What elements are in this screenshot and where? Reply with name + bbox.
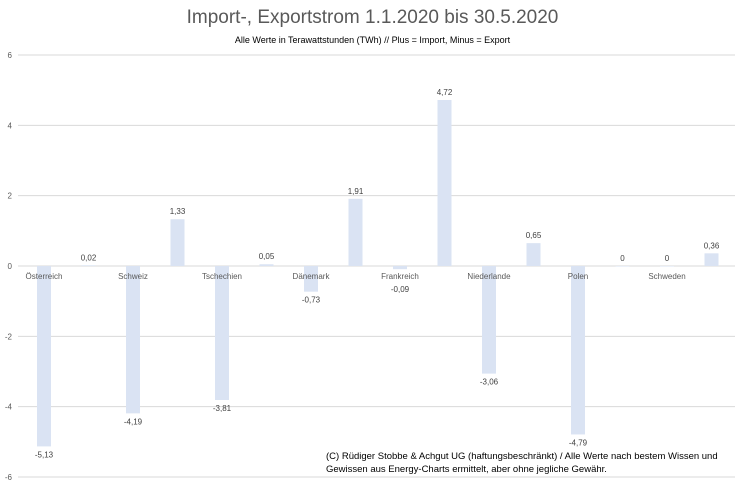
y-tick-label: -2 — [5, 332, 13, 341]
bar — [215, 266, 229, 400]
bar — [126, 266, 140, 414]
chart-title: Import-, Exportstrom 1.1.2020 bis 30.5.2… — [186, 7, 559, 28]
data-label: 0,65 — [526, 231, 542, 240]
bar — [348, 198, 363, 266]
data-label: -5,13 — [35, 450, 54, 459]
category-label: Tschechien — [202, 272, 242, 281]
bar — [526, 243, 541, 266]
bar — [170, 219, 185, 266]
y-tick-label: 4 — [8, 121, 13, 130]
data-label: 1,33 — [170, 207, 186, 216]
bar — [304, 266, 318, 292]
bar — [437, 100, 452, 266]
data-label: -0,73 — [302, 296, 321, 305]
data-label: -4,79 — [569, 438, 588, 447]
bar — [615, 266, 630, 267]
bar — [571, 266, 585, 435]
y-tick-label: 0 — [8, 262, 13, 271]
category-label: Dänemark — [293, 272, 331, 281]
data-label: 0,05 — [259, 252, 275, 261]
chart-subtitle: Alle Werte in Terawattstunden (TWh) // P… — [220, 35, 525, 45]
bar — [660, 266, 674, 267]
data-label: 4,72 — [437, 88, 453, 97]
copyright-note: (C) Rüdiger Stobbe & Achgut UG (haftungs… — [326, 450, 736, 476]
category-label: Schweden — [648, 272, 685, 281]
bar — [704, 253, 719, 266]
data-label: 1,91 — [348, 187, 364, 196]
data-label: 0,36 — [704, 241, 720, 250]
category-label: Österreich — [26, 272, 63, 281]
bar — [259, 264, 274, 266]
category-label: Frankreich — [381, 272, 419, 281]
data-label: -0,09 — [391, 285, 410, 294]
y-tick-label: 2 — [8, 192, 13, 201]
bar — [37, 266, 51, 447]
bar — [393, 266, 407, 270]
data-label: 0,02 — [81, 253, 97, 262]
bar — [81, 265, 96, 266]
data-label: 0 — [665, 254, 670, 263]
data-label: -3,81 — [213, 404, 232, 413]
y-tick-label: -4 — [5, 403, 13, 412]
category-label: Niederlande — [467, 272, 511, 281]
category-label: Polen — [568, 272, 588, 281]
y-tick-label: 6 — [8, 51, 13, 60]
bar — [482, 266, 496, 374]
data-label: 0 — [620, 254, 625, 263]
data-label: -4,19 — [124, 417, 143, 426]
data-label: -3,06 — [480, 378, 499, 387]
y-tick-label: -6 — [5, 473, 13, 482]
category-label: Schweiz — [118, 272, 148, 281]
